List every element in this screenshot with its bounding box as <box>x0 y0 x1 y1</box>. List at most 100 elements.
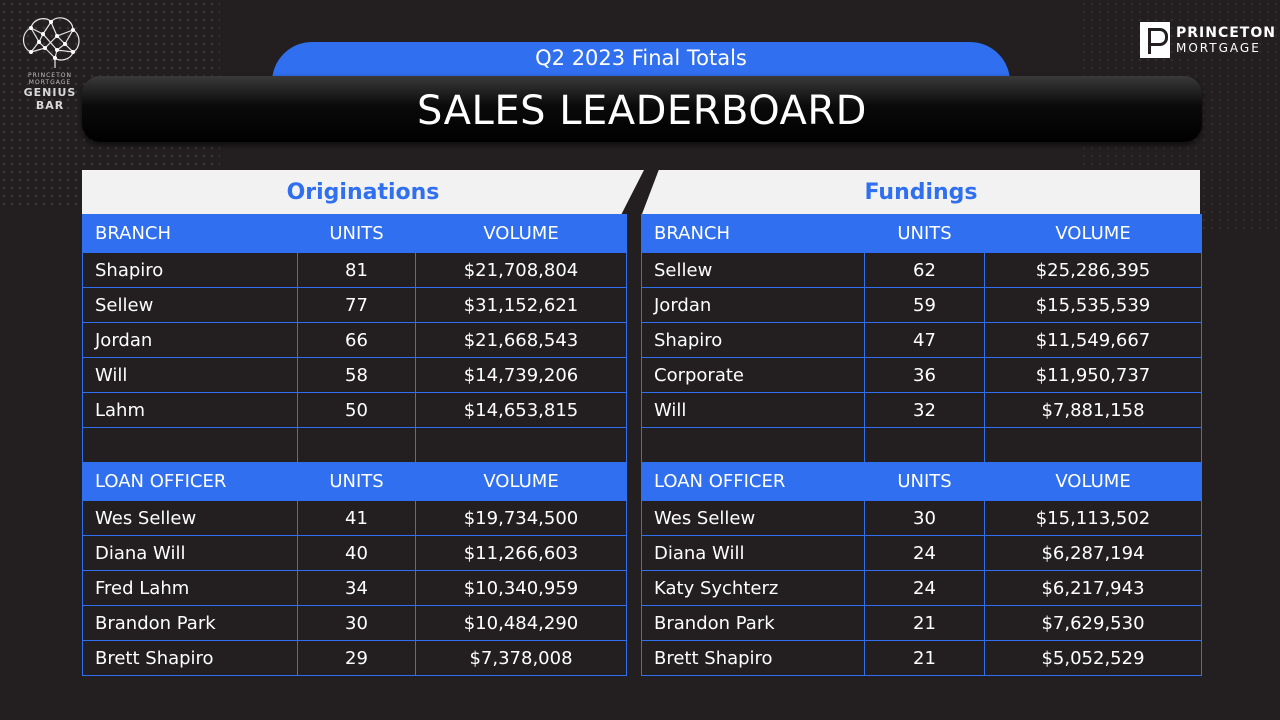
table-row: Wes Sellew 41 $19,734,500 <box>82 500 627 536</box>
units-value: 21 <box>864 640 985 676</box>
table-row: Sellew 62 $25,286,395 <box>641 252 1202 288</box>
table-row: Shapiro 81 $21,708,804 <box>82 252 627 288</box>
table-row: Fred Lahm 34 $10,340,959 <box>82 570 627 606</box>
units-value: 81 <box>297 252 416 288</box>
branch-name: Jordan <box>641 287 865 323</box>
units-value: 30 <box>297 605 416 641</box>
branch-name: Will <box>641 392 865 428</box>
branch-name: Sellew <box>82 287 298 323</box>
brain-icon <box>22 17 80 68</box>
volume-value: $14,653,815 <box>415 392 627 428</box>
volume-value: $10,340,959 <box>415 570 627 606</box>
table-header-row: LOAN OFFICER UNITS VOLUME <box>82 462 627 501</box>
genius-bar-name: GENIUS BAR <box>23 86 77 112</box>
units-value: 58 <box>297 357 416 393</box>
units-value: 62 <box>864 252 985 288</box>
volume-value: $6,287,194 <box>984 535 1202 571</box>
spacer-row <box>82 427 627 463</box>
table-row: Shapiro 47 $11,549,667 <box>641 322 1202 358</box>
table-row: Diana Will 24 $6,287,194 <box>641 535 1202 571</box>
column-header: LOAN OFFICER <box>641 462 865 501</box>
volume-value: $14,739,206 <box>415 357 627 393</box>
table-row: Will 32 $7,881,158 <box>641 392 1202 428</box>
units-value: 24 <box>864 570 985 606</box>
table-row: Brett Shapiro 29 $7,378,008 <box>82 640 627 676</box>
officer-name: Brandon Park <box>82 605 298 641</box>
spacer-row <box>641 427 1202 463</box>
empty-cell <box>641 427 865 463</box>
units-value: 66 <box>297 322 416 358</box>
units-value: 21 <box>864 605 985 641</box>
units-value: 30 <box>864 500 985 536</box>
units-value: 24 <box>864 535 985 571</box>
volume-value: $6,217,943 <box>984 570 1202 606</box>
branch-name: Lahm <box>82 392 298 428</box>
branch-name: Corporate <box>641 357 865 393</box>
empty-cell <box>297 427 416 463</box>
officer-name: Brett Shapiro <box>82 640 298 676</box>
table-row: Lahm 50 $14,653,815 <box>82 392 627 428</box>
volume-value: $11,549,667 <box>984 322 1202 358</box>
originations-heading: Originations <box>82 170 644 214</box>
officer-name: Wes Sellew <box>82 500 298 536</box>
units-value: 36 <box>864 357 985 393</box>
table-row: Sellew 77 $31,152,621 <box>82 287 627 323</box>
volume-value: $31,152,621 <box>415 287 627 323</box>
column-header: BRANCH <box>82 214 298 253</box>
volume-value: $7,629,530 <box>984 605 1202 641</box>
column-header: UNITS <box>864 214 985 253</box>
units-value: 47 <box>864 322 985 358</box>
volume-value: $21,668,543 <box>415 322 627 358</box>
column-header: UNITS <box>864 462 985 501</box>
genius-bar-logo: PRINCETON MORTGAGE GENIUS BAR <box>10 12 90 112</box>
table-row: Wes Sellew 30 $15,113,502 <box>641 500 1202 536</box>
table-row: Diana Will 40 $11,266,603 <box>82 535 627 571</box>
officer-name: Diana Will <box>641 535 865 571</box>
volume-value: $19,734,500 <box>415 500 627 536</box>
volume-value: $5,052,529 <box>984 640 1202 676</box>
princeton-p-icon <box>1140 22 1170 58</box>
units-value: 34 <box>297 570 416 606</box>
branch-name: Jordan <box>82 322 298 358</box>
table-header-row: BRANCH UNITS VOLUME <box>641 214 1202 253</box>
units-value: 32 <box>864 392 985 428</box>
fundings-table: BRANCH UNITS VOLUME Sellew 62 $25,286,39… <box>641 214 1202 676</box>
table-row: Katy Sychterz 24 $6,217,943 <box>641 570 1202 606</box>
table-header-row: BRANCH UNITS VOLUME <box>82 214 627 253</box>
branch-name: Sellew <box>641 252 865 288</box>
column-header: UNITS <box>297 214 416 253</box>
officer-name: Brett Shapiro <box>641 640 865 676</box>
units-value: 29 <box>297 640 416 676</box>
officer-name: Brandon Park <box>641 605 865 641</box>
empty-cell <box>864 427 985 463</box>
originations-table: BRANCH UNITS VOLUME Shapiro 81 $21,708,8… <box>82 214 627 676</box>
empty-cell <box>984 427 1202 463</box>
officer-name: Katy Sychterz <box>641 570 865 606</box>
officer-name: Wes Sellew <box>641 500 865 536</box>
empty-cell <box>82 427 298 463</box>
volume-value: $7,378,008 <box>415 640 627 676</box>
units-value: 41 <box>297 500 416 536</box>
page-title: SALES LEADERBOARD <box>417 88 867 134</box>
column-header: VOLUME <box>984 214 1202 253</box>
volume-value: $11,950,737 <box>984 357 1202 393</box>
column-header: LOAN OFFICER <box>82 462 298 501</box>
table-row: Jordan 59 $15,535,539 <box>641 287 1202 323</box>
table-row: Brandon Park 30 $10,484,290 <box>82 605 627 641</box>
table-row: Brett Shapiro 21 $5,052,529 <box>641 640 1202 676</box>
princeton-logo-line1: PRINCETON <box>1176 25 1276 41</box>
branch-name: Shapiro <box>82 252 298 288</box>
branch-name: Will <box>82 357 298 393</box>
volume-value: $15,113,502 <box>984 500 1202 536</box>
units-value: 77 <box>297 287 416 323</box>
table-header-row: LOAN OFFICER UNITS VOLUME <box>641 462 1202 501</box>
title-bar <box>82 76 1202 142</box>
volume-value: $10,484,290 <box>415 605 627 641</box>
princeton-mortgage-logo: PRINCETON MORTGAGE <box>1140 22 1276 58</box>
genius-bar-company: PRINCETON MORTGAGE <box>28 72 72 86</box>
fundings-heading: Fundings <box>642 170 1200 214</box>
volume-value: $7,881,158 <box>984 392 1202 428</box>
branch-name: Shapiro <box>641 322 865 358</box>
column-header: UNITS <box>297 462 416 501</box>
column-header: VOLUME <box>984 462 1202 501</box>
